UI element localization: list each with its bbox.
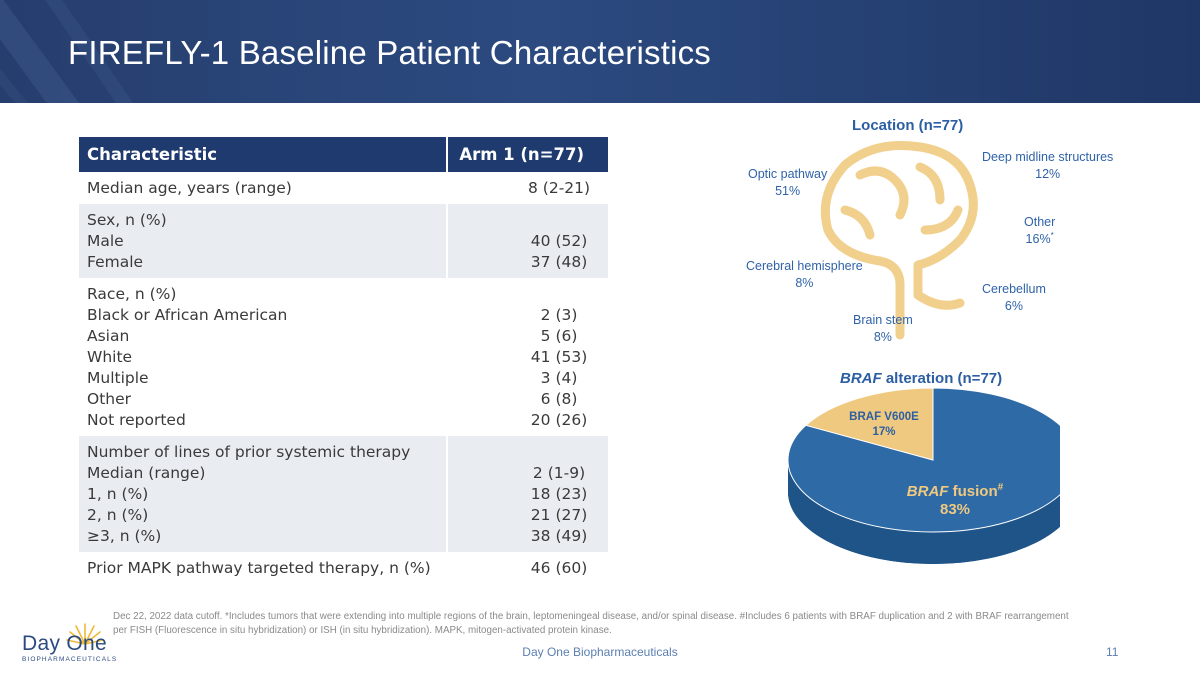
v600e-label: BRAF V600E	[849, 411, 919, 423]
row-label: Multiple	[87, 369, 149, 387]
table-row: Number of lines of prior systemic therap…	[79, 436, 608, 552]
row-label: Black or African American	[87, 306, 288, 324]
row-label: Race, n (%)	[87, 285, 177, 303]
pie-slice-braf-fusion	[787, 388, 1060, 533]
footer-company: Day One Biopharmaceuticals	[522, 645, 678, 659]
row-value: 46 (60)	[530, 559, 588, 577]
row-value: 2 (3)	[540, 306, 578, 324]
row-value: 41 (53)	[530, 348, 588, 366]
braf-pie-chart: BRAF V600E 17% BRAF fusion# 83%	[787, 388, 1060, 564]
row-value: 3 (4)	[540, 369, 578, 387]
pie-slice-braf-v600e	[804, 388, 934, 461]
row-value: 2 (1-9)	[532, 464, 586, 482]
fusion-pct: 83%	[940, 501, 970, 518]
row-label: Other	[87, 390, 132, 408]
label-deep-midline: Deep midline structures 12%	[982, 150, 1114, 181]
label-cerebral-hemisphere: Cerebral hemisphere 8%	[746, 259, 863, 290]
pie-fusion-side	[788, 460, 1060, 564]
braf-title: BRAF alteration (n=77)	[840, 370, 1003, 387]
fusion-label: BRAF fusion#	[907, 482, 1004, 500]
row-value: 38 (49)	[530, 527, 588, 545]
row-label: Asian	[87, 327, 130, 345]
sun-logo-icon	[66, 623, 104, 645]
header-decoration	[0, 0, 134, 103]
row-label: Prior MAPK pathway targeted therapy, n (…	[87, 559, 431, 577]
header-banner: FIREFLY-1 Baseline Patient Characteristi…	[0, 0, 1200, 103]
row-label: Number of lines of prior systemic therap…	[87, 443, 411, 461]
row-value: 6 (8)	[540, 390, 578, 408]
company-logo-subtitle: BIOPHARMACEUTICALS	[22, 656, 118, 663]
page-number: 11	[1106, 645, 1119, 659]
row-label: Median age, years (range)	[87, 179, 292, 197]
page-title: FIREFLY-1 Baseline Patient Characteristi…	[68, 34, 712, 71]
row-label: Sex, n (%)	[87, 211, 167, 229]
characteristics-table: Characteristic Arm 1 (n=77) Median age, …	[79, 137, 608, 584]
row-label: Male	[87, 232, 124, 250]
table-row: Race, n (%) Black or African American As…	[79, 278, 608, 436]
v600e-pct: 17%	[872, 426, 895, 438]
row-value: 40 (52)	[530, 232, 588, 250]
row-label: 1, n (%)	[87, 485, 149, 503]
row-label: Not reported	[87, 411, 186, 429]
row-value: 20 (26)	[530, 411, 588, 429]
column-header-arm: Arm 1 (n=77)	[446, 137, 608, 172]
footnote: Dec 22, 2022 data cutoff. *Includes tumo…	[113, 611, 1069, 636]
label-optic-pathway: Optic pathway 51%	[748, 167, 828, 198]
row-label: Female	[87, 253, 144, 271]
column-header-characteristic: Characteristic	[79, 137, 448, 172]
row-value: 8 (2-21)	[528, 179, 591, 197]
label-cerebellum: Cerebellum 6%	[982, 282, 1046, 313]
location-title: Location (n=77)	[852, 117, 964, 134]
table-row: Median age, years (range) 8 (2-21)	[79, 172, 608, 204]
row-value: 37 (48)	[530, 253, 588, 271]
row-label: ≥3, n (%)	[87, 527, 162, 545]
row-value: 5 (6)	[540, 327, 578, 345]
company-logo: Day One	[22, 632, 107, 655]
brain-illustration	[820, 140, 978, 340]
row-label: White	[87, 348, 133, 366]
row-label: Median (range)	[87, 464, 206, 482]
table-row: Sex, n (%) Male Female 40 (52) 37 (48)	[79, 204, 608, 278]
label-brain-stem: Brain stem 8%	[853, 313, 913, 344]
row-label: 2, n (%)	[87, 506, 149, 524]
row-value: 21 (27)	[530, 506, 588, 524]
row-value: 18 (23)	[530, 485, 588, 503]
table-row: Prior MAPK pathway targeted therapy, n (…	[79, 552, 608, 584]
label-other: Other 16%*	[1024, 215, 1056, 246]
